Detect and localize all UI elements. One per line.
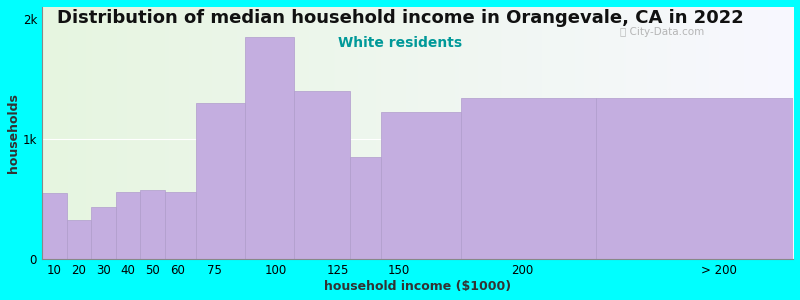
Text: ⓘ City-Data.com: ⓘ City-Data.com bbox=[620, 27, 705, 37]
Bar bbox=[165, 192, 196, 260]
Bar bbox=[596, 98, 793, 260]
Bar bbox=[116, 192, 141, 260]
Bar bbox=[294, 91, 350, 260]
Bar bbox=[245, 37, 294, 260]
Bar bbox=[196, 103, 245, 260]
Bar bbox=[461, 98, 596, 260]
Bar bbox=[91, 206, 116, 260]
Bar bbox=[350, 157, 381, 260]
X-axis label: household income ($1000): household income ($1000) bbox=[324, 280, 511, 293]
Text: Distribution of median household income in Orangevale, CA in 2022: Distribution of median household income … bbox=[57, 9, 743, 27]
Bar bbox=[141, 190, 165, 260]
Y-axis label: households: households bbox=[7, 93, 20, 173]
Bar bbox=[42, 193, 66, 260]
Bar bbox=[381, 112, 461, 260]
Text: White residents: White residents bbox=[338, 36, 462, 50]
Bar bbox=[66, 220, 91, 260]
